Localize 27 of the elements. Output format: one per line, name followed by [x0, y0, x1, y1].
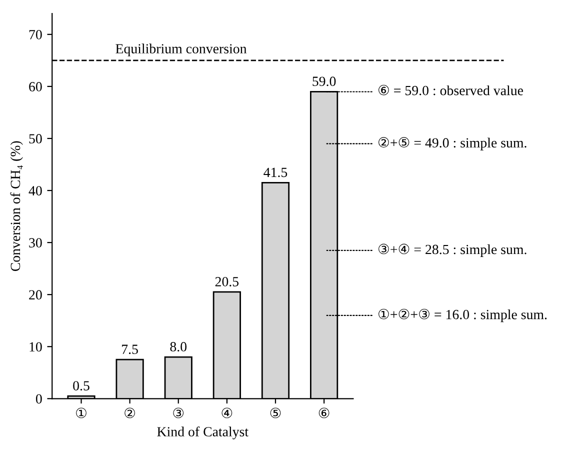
x-tick-label: ⑥: [318, 408, 330, 418]
x-tick-label: ④: [222, 408, 232, 418]
y-tick-label: 40: [28, 186, 42, 196]
x-tick-label: ③: [173, 408, 184, 418]
data-label: 41.5: [264, 168, 288, 178]
y-tick-label: 50: [29, 134, 42, 144]
text: ③+④ = 28.5 : simple sum.: [378, 244, 526, 257]
y-axis-title: Conversion of CH₄ (%): [10, 141, 23, 272]
data-label: 59.0: [312, 76, 336, 86]
text: ②+⑤ = 49.0 : simple sum.: [378, 137, 526, 150]
y-tick-label: 60: [29, 82, 42, 92]
data-label: 8.0: [170, 342, 187, 352]
y-tick-label: 70: [29, 30, 42, 40]
y-tick-label: 10: [30, 342, 42, 352]
data-label: 0.5: [73, 381, 90, 390]
y-tick-label: 20: [29, 290, 42, 300]
text: ①+②+③ = 16.0 : simple sum.: [378, 308, 547, 322]
ref-line-label: Equilibrium conversion: [116, 44, 247, 56]
x-axis-title: Kind of Catalyst: [157, 426, 248, 440]
text: ⑥ = 59.0 : observed value: [378, 84, 524, 96]
data-label: 7.5: [122, 344, 138, 354]
y-tick-label: 30: [29, 238, 42, 248]
data-label: 20.5: [215, 277, 239, 286]
x-tick-label: ②: [124, 408, 136, 418]
x-tick-label: ①: [76, 408, 86, 418]
x-tick-label: ⑤: [270, 408, 281, 418]
y-tick-label: 0: [36, 394, 42, 404]
